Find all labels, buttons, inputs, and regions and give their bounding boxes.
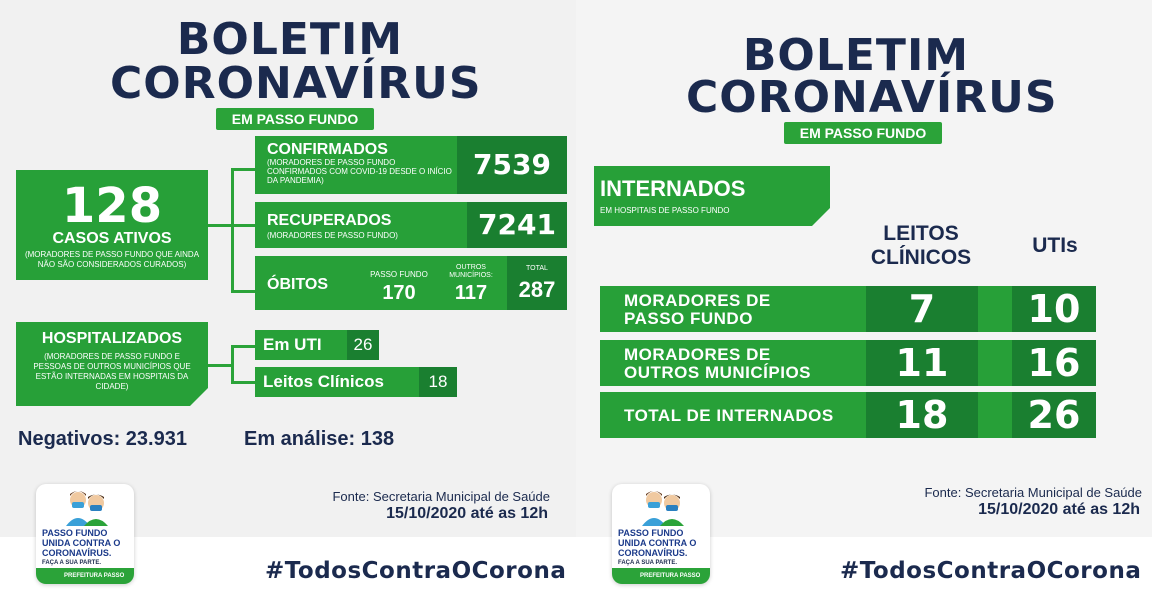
confirmed-note: (MORADORES DE PASSO FUNDO CONFIRMADOS CO…: [267, 158, 452, 185]
deaths-other-label: OUTROS MUNICÍPIOS:: [449, 264, 493, 279]
hospitalized-box: HOSPITALIZADOS (MORADORES DE PASSO FUNDO…: [16, 322, 208, 406]
col-clinicos-line1: LEITOS: [883, 222, 959, 245]
source-text: Fonte: Secretaria Municipal de Saúde: [332, 489, 550, 504]
title-line2: CORONAVÍRUS: [686, 72, 1058, 123]
source-date: 15/10/2020 até as 12h: [978, 501, 1140, 518]
active-cases-number: 128: [61, 178, 163, 234]
logo-bar: PREFEITURA PASSO FUNDO: [612, 568, 710, 584]
deaths-box: ÓBITOS PASSO FUNDO 170 OUTROS MUNICÍPIOS…: [255, 256, 567, 310]
confirmed-box: CONFIRMADOS (MORADORES DE PASSO FUNDO CO…: [255, 136, 567, 194]
left-bulletin: BOLETIM CORONAVÍRUS EM PASSO FUNDO 128 C…: [0, 14, 576, 597]
connector: [231, 290, 255, 293]
recovered-box: RECUPERADOS (MORADORES DE PASSO FUNDO) 7…: [255, 202, 567, 248]
uti-box: Em UTI 26: [255, 330, 379, 360]
negatives-text: Negativos: 23.931: [18, 428, 187, 450]
connector: [231, 345, 255, 348]
active-cases-note: (MORADORES DE PASSO FUNDO QUE AINDA NÃO …: [24, 250, 200, 269]
subtitle-tag: EM PASSO FUNDO: [784, 122, 942, 144]
recovered-note: (MORADORES DE PASSO FUNDO): [267, 231, 398, 240]
connector: [231, 168, 255, 171]
connector: [231, 381, 255, 384]
deaths-total-value: 287: [518, 277, 556, 302]
internados-note: EM HOSPITAIS DE PASSO FUNDO: [600, 206, 730, 215]
connector: [208, 224, 232, 227]
right-bulletin: BOLETIM CORONAVÍRUS EM PASSO FUNDO INTER…: [576, 0, 1152, 597]
hashtag: #TodosContraOCorona: [265, 558, 567, 584]
connector: [231, 224, 255, 227]
connector: [208, 364, 232, 367]
beds-label: Leitos Clínicos: [263, 372, 384, 391]
deaths-other-value: 117: [454, 282, 488, 304]
row-clinicos-value: 7: [866, 286, 978, 332]
active-cases-box: 128 CASOS ATIVOS (MORADORES DE PASSO FUN…: [16, 170, 208, 280]
deaths-total-cell: TOTAL 287: [507, 256, 567, 310]
beds-value: 18: [419, 367, 457, 397]
confirmed-value: 7539: [457, 136, 567, 194]
logo-sub: FAÇA A SUA PARTE.: [618, 560, 678, 566]
row-clinicos-value: 11: [866, 340, 978, 386]
row-utis-value: 26: [1012, 392, 1096, 438]
active-cases-label: CASOS ATIVOS: [52, 230, 172, 247]
beds-box: Leitos Clínicos 18: [255, 367, 457, 397]
title-line1: BOLETIM: [176, 14, 404, 65]
recovered-label: RECUPERADOS: [267, 212, 392, 229]
row-utis-value: 10: [1012, 286, 1096, 332]
title-line1: BOLETIM: [742, 30, 970, 81]
connector: [231, 345, 234, 383]
masked-people-icon: [66, 491, 108, 526]
hospitalized-note: (MORADORES DE PASSO FUNDO E PESSOAS DE O…: [33, 352, 191, 391]
row-passo-fundo: MORADORES DE PASSO FUNDO 7 10: [600, 286, 1096, 332]
title-line2: CORONAVÍRUS: [110, 58, 482, 109]
deaths-total-label: TOTAL: [526, 265, 548, 272]
deaths-pf-value: 170: [382, 282, 416, 304]
masked-people-icon: [642, 491, 684, 526]
uti-value: 26: [347, 330, 379, 360]
deaths-label: ÓBITOS: [267, 276, 329, 293]
row-label-line2: PASSO FUNDO: [624, 309, 753, 328]
subtitle-tag: EM PASSO FUNDO: [216, 108, 374, 130]
row-total: TOTAL DE INTERNADOS 18 26: [600, 392, 1096, 438]
row-label-line1: MORADORES DE: [624, 345, 771, 364]
deaths-pf-label: PASSO FUNDO: [370, 270, 428, 279]
confirmed-label: CONFIRMADOS: [267, 141, 388, 158]
campaign-logo: PASSO FUNDO UNIDA CONTRA O CORONAVÍRUS. …: [612, 484, 710, 584]
col-clinicos-line2: CLÍNICOS: [870, 246, 972, 269]
col-utis: UTIs: [1032, 234, 1078, 257]
row-label: TOTAL DE INTERNADOS: [624, 406, 834, 425]
row-label-line2: OUTROS MUNICÍPIOS: [624, 363, 812, 382]
analysis-text: Em análise: 138: [244, 428, 395, 450]
row-label-line1: MORADORES DE: [624, 291, 771, 310]
source-text: Fonte: Secretaria Municipal de Saúde: [924, 485, 1142, 500]
logo-text: PASSO FUNDO UNIDA CONTRA O CORONAVÍRUS.: [618, 528, 697, 558]
row-clinicos-value: 18: [866, 392, 978, 438]
internados-box: INTERNADOS EM HOSPITAIS DE PASSO FUNDO: [594, 166, 830, 226]
row-outros-municipios: MORADORES DE OUTROS MUNICÍPIOS 11 16: [600, 340, 1096, 386]
logo-bar: PREFEITURA PASSO FUNDO: [36, 568, 134, 584]
logo-sub: FAÇA A SUA PARTE.: [42, 560, 102, 566]
internados-label: INTERNADOS: [600, 176, 746, 201]
logo-text: PASSO FUNDO UNIDA CONTRA O CORONAVÍRUS.: [42, 528, 121, 558]
recovered-value: 7241: [467, 202, 567, 248]
row-utis-value: 16: [1012, 340, 1096, 386]
hospitalized-label: HOSPITALIZADOS: [41, 330, 183, 347]
hashtag: #TodosContraOCorona: [840, 558, 1142, 584]
campaign-logo: PASSO FUNDO UNIDA CONTRA O CORONAVÍRUS. …: [36, 484, 134, 584]
uti-label: Em UTI: [263, 335, 322, 354]
source-date: 15/10/2020 até as 12h: [386, 505, 548, 522]
connector: [231, 168, 234, 292]
